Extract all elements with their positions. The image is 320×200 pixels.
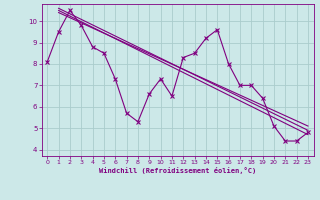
X-axis label: Windchill (Refroidissement éolien,°C): Windchill (Refroidissement éolien,°C) [99, 167, 256, 174]
